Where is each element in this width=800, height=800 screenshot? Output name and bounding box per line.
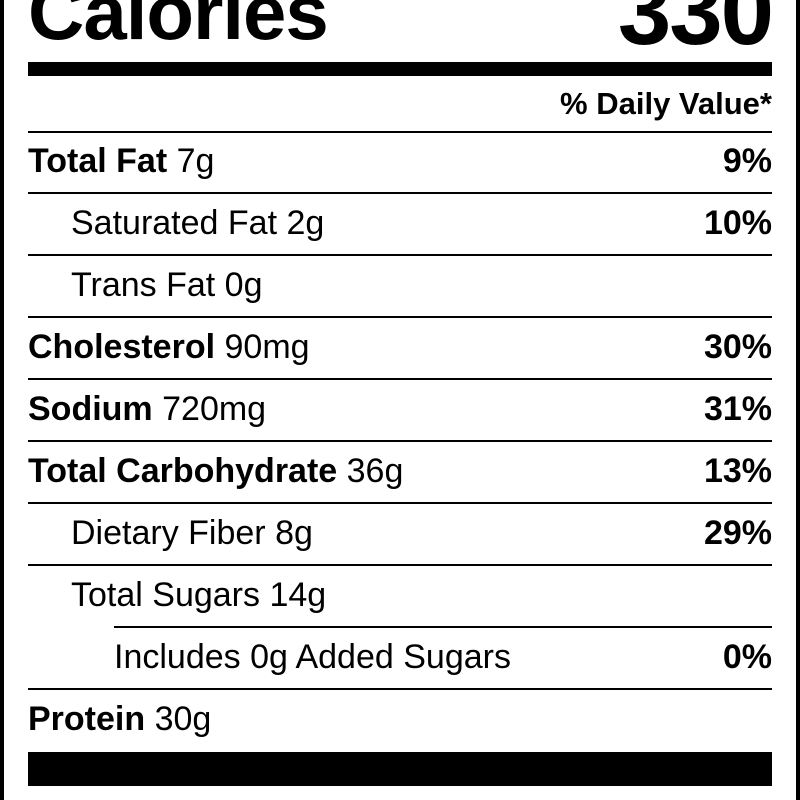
divider <box>28 440 772 442</box>
nutrient-name: Sodium <box>28 390 153 428</box>
nutrient-row-total-sugars: Total Sugars 14g <box>28 565 772 625</box>
nutrient-name: Cholesterol <box>28 328 216 366</box>
nutrient-row-saturated-fat: Saturated Fat 2g 10% <box>28 193 772 253</box>
divider <box>28 131 772 133</box>
nutrient-name: Total Carbohydrate <box>28 452 338 490</box>
nutrient-row-added-sugars: Includes 0g Added Sugars 0% <box>28 627 772 687</box>
nutrient-name: Dietary Fiber <box>71 514 266 552</box>
divider <box>28 564 772 566</box>
calories-row: Calories 330 <box>28 0 774 65</box>
nutrient-percent: 31% <box>703 390 772 428</box>
nutrient-amount: 30g <box>154 700 212 738</box>
divider <box>28 254 772 256</box>
nutrient-row-cholesterol: Cholesterol 90mg 30% <box>28 317 772 377</box>
nutrient-amount: 2g <box>286 204 325 242</box>
nutrient-amount: 720mg <box>162 390 267 428</box>
divider <box>28 316 772 318</box>
nutrient-amount: 8g <box>275 514 313 552</box>
calories-value: 330 <box>617 0 774 65</box>
nutrient-percent: 30% <box>703 328 772 366</box>
divider <box>28 688 772 690</box>
nutrient-row-dietary-fiber: Dietary Fiber 8g 29% <box>28 503 772 563</box>
calories-label: Calories <box>28 0 329 56</box>
nutrient-percent: 10% <box>703 204 772 242</box>
nutrient-amount: 14g <box>269 576 327 614</box>
nutrient-name: Total Fat <box>28 142 168 180</box>
nutrient-row-sodium: Sodium 720mg 31% <box>28 379 772 439</box>
nutrient-amount: 7g <box>176 142 215 180</box>
bottom-divider <box>28 752 772 786</box>
nutrient-name: Total Sugars <box>71 576 260 614</box>
divider <box>114 626 772 628</box>
daily-value-header: % Daily Value* <box>560 86 772 121</box>
nutrient-percent: 29% <box>703 514 772 552</box>
nutrient-name: Includes 0g Added Sugars <box>114 638 511 676</box>
divider <box>28 502 772 504</box>
divider <box>28 192 772 194</box>
nutrient-amount: 0g <box>224 266 263 304</box>
nutrient-name: Trans Fat <box>71 266 216 304</box>
nutrient-name: Saturated Fat <box>71 204 278 242</box>
nutrient-amount: 90mg <box>224 328 310 366</box>
calories-divider <box>28 62 772 76</box>
nutrient-percent: 13% <box>703 452 772 490</box>
nutrient-name: Protein <box>28 700 146 738</box>
divider <box>28 378 772 380</box>
nutrient-row-protein: Protein 30g <box>28 689 772 749</box>
nutrient-row-total-carbohydrate: Total Carbohydrate 36g 13% <box>28 441 772 501</box>
nutrient-row-total-fat: Total Fat 7g 9% <box>28 131 772 191</box>
nutrient-percent: 9% <box>722 142 772 180</box>
nutrient-row-trans-fat: Trans Fat 0g <box>28 255 772 315</box>
nutrient-amount: 36g <box>346 452 404 490</box>
nutrient-percent: 0% <box>722 638 772 676</box>
